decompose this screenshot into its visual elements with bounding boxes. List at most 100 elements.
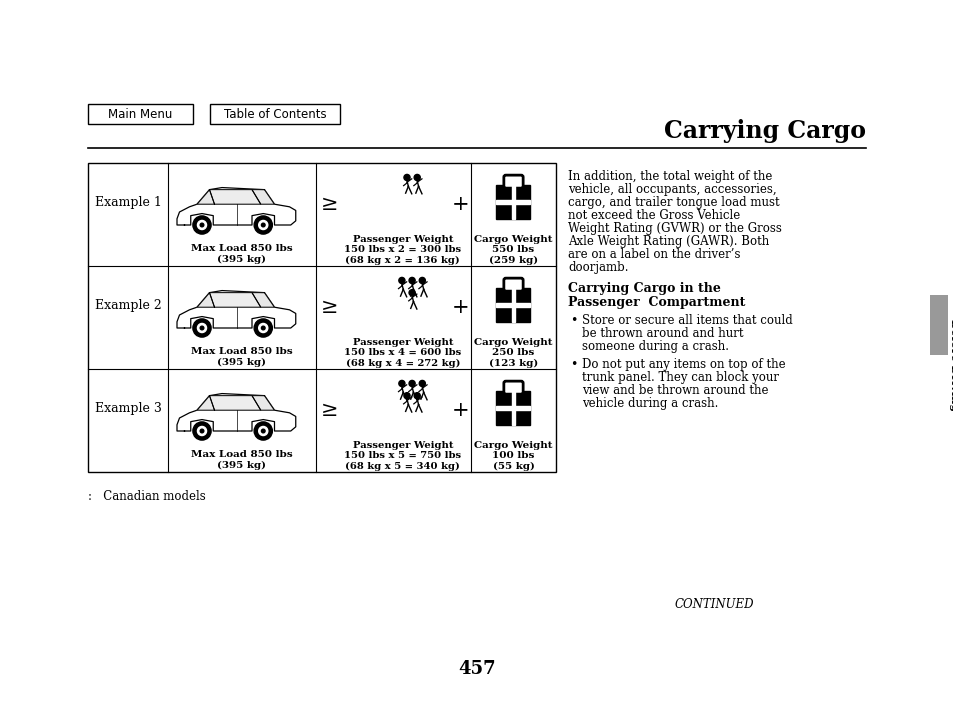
- Bar: [929, 295, 947, 355]
- Circle shape: [418, 278, 425, 283]
- Polygon shape: [177, 187, 295, 225]
- Text: someone during a crash.: someone during a crash.: [581, 340, 728, 353]
- Text: vehicle, all occupants, accessories,: vehicle, all occupants, accessories,: [567, 183, 776, 196]
- Text: be thrown around and hurt: be thrown around and hurt: [581, 327, 742, 340]
- Circle shape: [261, 223, 265, 226]
- Polygon shape: [196, 293, 214, 307]
- Text: Weight Rating (GVWR) or the Gross: Weight Rating (GVWR) or the Gross: [567, 222, 781, 235]
- Text: •: •: [569, 314, 577, 327]
- Polygon shape: [210, 293, 260, 307]
- Circle shape: [403, 175, 410, 180]
- Text: Passenger  Compartment: Passenger Compartment: [567, 296, 744, 309]
- Polygon shape: [210, 395, 260, 410]
- Text: +: +: [452, 400, 469, 420]
- Circle shape: [258, 427, 268, 435]
- Text: Example 2: Example 2: [94, 299, 161, 312]
- Text: Carrying Cargo: Carrying Cargo: [663, 119, 865, 143]
- Circle shape: [197, 324, 207, 332]
- Polygon shape: [496, 200, 530, 204]
- Text: •: •: [569, 358, 577, 371]
- Bar: [496, 185, 530, 219]
- Circle shape: [200, 429, 204, 433]
- Bar: [88, 163, 556, 472]
- Text: Passenger Weight
150 lbs x 2 = 300 lbs
(68 kg x 2 = 136 kg): Passenger Weight 150 lbs x 2 = 300 lbs (…: [344, 235, 461, 266]
- Text: Max Load 850 lbs
(395 kg): Max Load 850 lbs (395 kg): [191, 450, 293, 470]
- Circle shape: [193, 422, 211, 440]
- Bar: [496, 391, 530, 425]
- Text: doorjamb.: doorjamb.: [567, 261, 628, 274]
- Polygon shape: [196, 190, 214, 204]
- Polygon shape: [511, 288, 515, 322]
- Circle shape: [200, 223, 204, 226]
- Bar: [210, 104, 339, 124]
- Circle shape: [418, 381, 425, 386]
- Polygon shape: [252, 395, 274, 410]
- Text: ≥: ≥: [321, 195, 338, 214]
- Circle shape: [261, 429, 265, 433]
- Text: not exceed the Gross Vehicle: not exceed the Gross Vehicle: [567, 209, 740, 222]
- Circle shape: [253, 422, 272, 440]
- Text: view and be thrown around the: view and be thrown around the: [581, 384, 768, 397]
- Circle shape: [253, 319, 272, 337]
- Text: Passenger Weight
150 lbs x 4 = 600 lbs
(68 kg x 4 = 272 kg): Passenger Weight 150 lbs x 4 = 600 lbs (…: [344, 338, 461, 368]
- Text: cargo, and trailer tongue load must: cargo, and trailer tongue load must: [567, 196, 779, 209]
- Circle shape: [409, 278, 415, 283]
- FancyBboxPatch shape: [503, 278, 522, 291]
- Text: Max Load 850 lbs
(395 kg): Max Load 850 lbs (395 kg): [191, 244, 293, 264]
- FancyBboxPatch shape: [503, 381, 522, 394]
- Text: Cargo Weight
100 lbs
(55 kg): Cargo Weight 100 lbs (55 kg): [474, 441, 552, 471]
- Text: trunk panel. They can block your: trunk panel. They can block your: [581, 371, 779, 384]
- Text: ≥: ≥: [321, 297, 338, 317]
- Text: CONTINUED: CONTINUED: [674, 598, 753, 611]
- Text: +: +: [452, 297, 469, 317]
- Circle shape: [398, 278, 404, 283]
- Text: Main Menu: Main Menu: [109, 107, 172, 121]
- Circle shape: [200, 326, 204, 330]
- Text: In addition, the total weight of the: In addition, the total weight of the: [567, 170, 772, 183]
- Text: 457: 457: [457, 660, 496, 678]
- Circle shape: [398, 381, 404, 386]
- Circle shape: [403, 393, 410, 399]
- Circle shape: [414, 393, 420, 399]
- FancyBboxPatch shape: [503, 175, 522, 188]
- Circle shape: [258, 220, 268, 229]
- Text: Cargo Weight
550 lbs
(259 kg): Cargo Weight 550 lbs (259 kg): [474, 235, 552, 266]
- Polygon shape: [496, 406, 530, 410]
- Circle shape: [261, 326, 265, 330]
- Text: Example 3: Example 3: [94, 402, 161, 415]
- Circle shape: [253, 216, 272, 234]
- Text: Before Driving: Before Driving: [948, 319, 953, 411]
- Polygon shape: [252, 190, 274, 204]
- Polygon shape: [210, 190, 260, 204]
- Text: Store or secure all items that could: Store or secure all items that could: [581, 314, 792, 327]
- Bar: [496, 288, 530, 322]
- Polygon shape: [196, 395, 214, 410]
- Polygon shape: [511, 185, 515, 219]
- Text: :   Canadian models: : Canadian models: [88, 490, 206, 503]
- Polygon shape: [496, 303, 530, 307]
- Polygon shape: [177, 393, 295, 431]
- Text: Axle Weight Rating (GAWR). Both: Axle Weight Rating (GAWR). Both: [567, 235, 768, 248]
- Text: vehicle during a crash.: vehicle during a crash.: [581, 397, 718, 410]
- Text: ≥: ≥: [321, 400, 338, 420]
- Text: +: +: [452, 195, 469, 214]
- Circle shape: [193, 319, 211, 337]
- Circle shape: [409, 290, 415, 296]
- Text: Table of Contents: Table of Contents: [223, 107, 326, 121]
- Polygon shape: [252, 293, 274, 307]
- Text: Do not put any items on top of the: Do not put any items on top of the: [581, 358, 785, 371]
- Circle shape: [258, 324, 268, 332]
- Text: Cargo Weight
250 lbs
(123 kg): Cargo Weight 250 lbs (123 kg): [474, 338, 552, 368]
- Circle shape: [197, 220, 207, 229]
- Circle shape: [414, 175, 420, 180]
- Circle shape: [197, 427, 207, 435]
- Circle shape: [409, 381, 415, 386]
- Text: Max Load 850 lbs
(395 kg): Max Load 850 lbs (395 kg): [191, 347, 293, 367]
- Bar: [88, 104, 193, 124]
- Text: Example 1: Example 1: [94, 196, 161, 209]
- Circle shape: [193, 216, 211, 234]
- Text: Carrying Cargo in the: Carrying Cargo in the: [567, 282, 720, 295]
- Polygon shape: [177, 290, 295, 328]
- Text: are on a label on the driver’s: are on a label on the driver’s: [567, 248, 740, 261]
- Text: Passenger Weight
150 lbs x 5 = 750 lbs
(68 kg x 5 = 340 kg): Passenger Weight 150 lbs x 5 = 750 lbs (…: [344, 441, 461, 471]
